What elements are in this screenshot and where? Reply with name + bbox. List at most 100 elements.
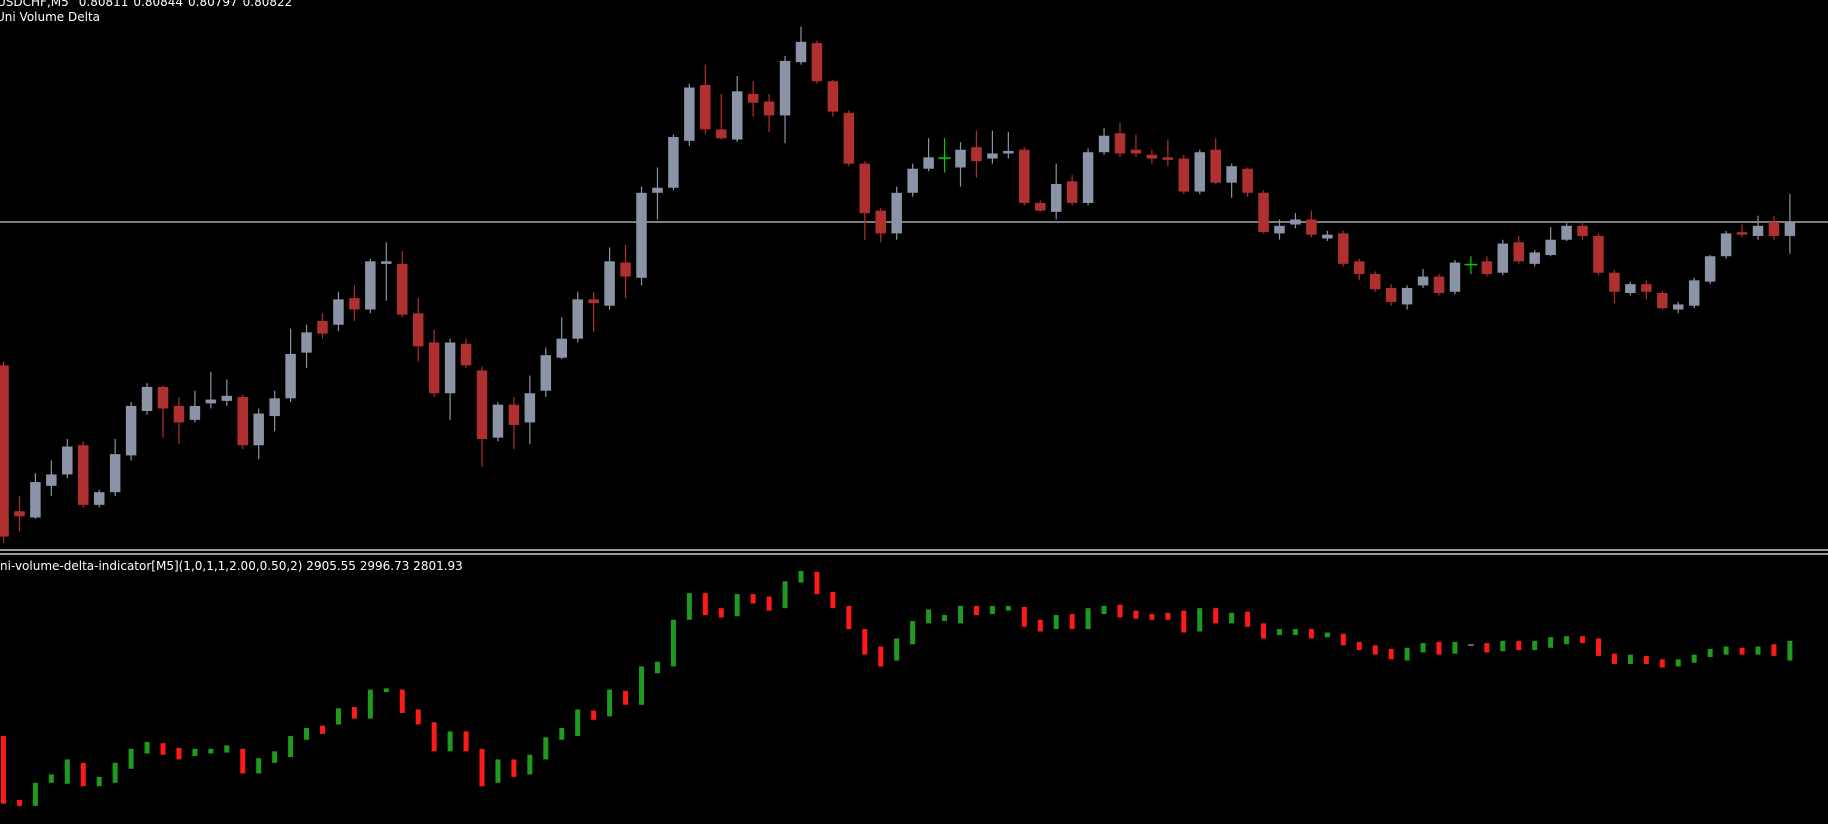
candle-body	[109, 454, 121, 493]
candle-body	[431, 722, 437, 752]
candle-body	[1688, 280, 1700, 306]
candle-body	[1037, 619, 1043, 632]
candle-body	[1484, 643, 1490, 653]
candle-body	[1627, 654, 1633, 665]
candle-body	[1481, 261, 1493, 274]
candle-body	[1165, 612, 1171, 620]
candle-body	[1564, 636, 1570, 645]
candle-body	[572, 299, 583, 339]
candle-body	[93, 492, 105, 505]
candle-body	[1707, 648, 1713, 658]
candle-body	[1290, 219, 1301, 225]
candle-body	[48, 774, 54, 783]
candle-body	[160, 743, 166, 755]
candle-body	[1657, 293, 1668, 309]
candle-body	[1181, 610, 1187, 633]
candle-body	[476, 370, 488, 439]
candle-body	[317, 320, 328, 334]
candle-body	[428, 342, 440, 394]
candle-body	[1433, 276, 1445, 294]
candle-body	[540, 355, 552, 391]
candle-body	[652, 187, 663, 193]
candle-body	[891, 192, 902, 234]
candle-body	[269, 398, 280, 417]
candle-body	[958, 605, 963, 624]
candle-body	[333, 299, 344, 325]
candle-body	[1532, 640, 1538, 650]
candle-body	[604, 261, 615, 306]
candle-body	[144, 741, 150, 754]
candle-body	[827, 81, 839, 112]
candle-body	[973, 605, 979, 616]
candle-body	[782, 581, 788, 609]
candle-body	[1019, 149, 1030, 203]
candle-body	[1242, 168, 1253, 193]
candle-body	[1277, 629, 1282, 635]
candle-body	[141, 386, 153, 411]
candle-body	[750, 594, 756, 604]
candle-body	[128, 748, 134, 769]
candle-body	[923, 157, 934, 169]
candle-body	[46, 474, 57, 486]
candle-body	[1497, 243, 1509, 273]
candle-body	[716, 129, 727, 139]
symbol: USDCHF,M5	[0, 0, 69, 9]
candle-body	[1306, 219, 1317, 235]
candle-body	[1641, 284, 1652, 292]
candle-body	[556, 338, 567, 358]
candle-body	[668, 137, 679, 188]
candle-body	[1133, 610, 1139, 619]
candle-body	[1197, 608, 1203, 632]
panel-separator	[0, 553, 1828, 555]
candle-body	[1245, 611, 1251, 627]
candle-body	[365, 261, 376, 310]
candle-body	[285, 353, 296, 399]
candle-body	[1069, 614, 1075, 630]
candle-body	[1101, 605, 1107, 615]
candle-body	[1210, 149, 1221, 183]
candle-body	[399, 689, 405, 713]
candle-body	[335, 708, 341, 725]
candle-body	[1050, 183, 1062, 212]
candle-body	[367, 689, 373, 719]
candle-body	[1513, 242, 1524, 262]
candle-body	[460, 343, 472, 366]
candle-body	[811, 43, 823, 82]
candle-body	[639, 666, 644, 705]
candle-body	[1226, 166, 1237, 183]
candle-body	[492, 404, 504, 438]
candle-body	[1005, 605, 1011, 611]
candle-body	[96, 776, 102, 787]
candle-body	[1354, 261, 1365, 274]
candle-body	[304, 727, 310, 740]
candle-body	[1082, 152, 1094, 203]
candle-body	[192, 748, 198, 756]
candle-body	[1545, 239, 1556, 255]
candle-body	[511, 759, 517, 777]
candle-body	[684, 87, 695, 141]
candle-body	[987, 153, 998, 159]
candle-body	[1213, 608, 1219, 624]
candle-body	[543, 737, 549, 760]
candle-body	[654, 661, 660, 674]
candle-body	[205, 399, 217, 404]
candle-body	[1577, 225, 1588, 236]
candle-body	[415, 709, 421, 725]
candle-body	[524, 393, 536, 423]
candle-body	[412, 313, 424, 347]
candle-body	[1449, 262, 1461, 292]
candle-body	[62, 446, 73, 475]
candle-body	[1053, 615, 1059, 630]
candle-body	[670, 619, 676, 667]
candle-body	[1675, 659, 1681, 667]
high-value: 0.80844	[133, 0, 183, 9]
candle-body	[381, 261, 392, 264]
candle-body	[1258, 192, 1269, 233]
candle-body	[1580, 636, 1586, 644]
candle-body	[843, 112, 855, 164]
candle-body	[1035, 202, 1046, 211]
candle-body	[1755, 646, 1761, 655]
candle-body	[1356, 641, 1362, 650]
candle-body	[1771, 644, 1777, 656]
